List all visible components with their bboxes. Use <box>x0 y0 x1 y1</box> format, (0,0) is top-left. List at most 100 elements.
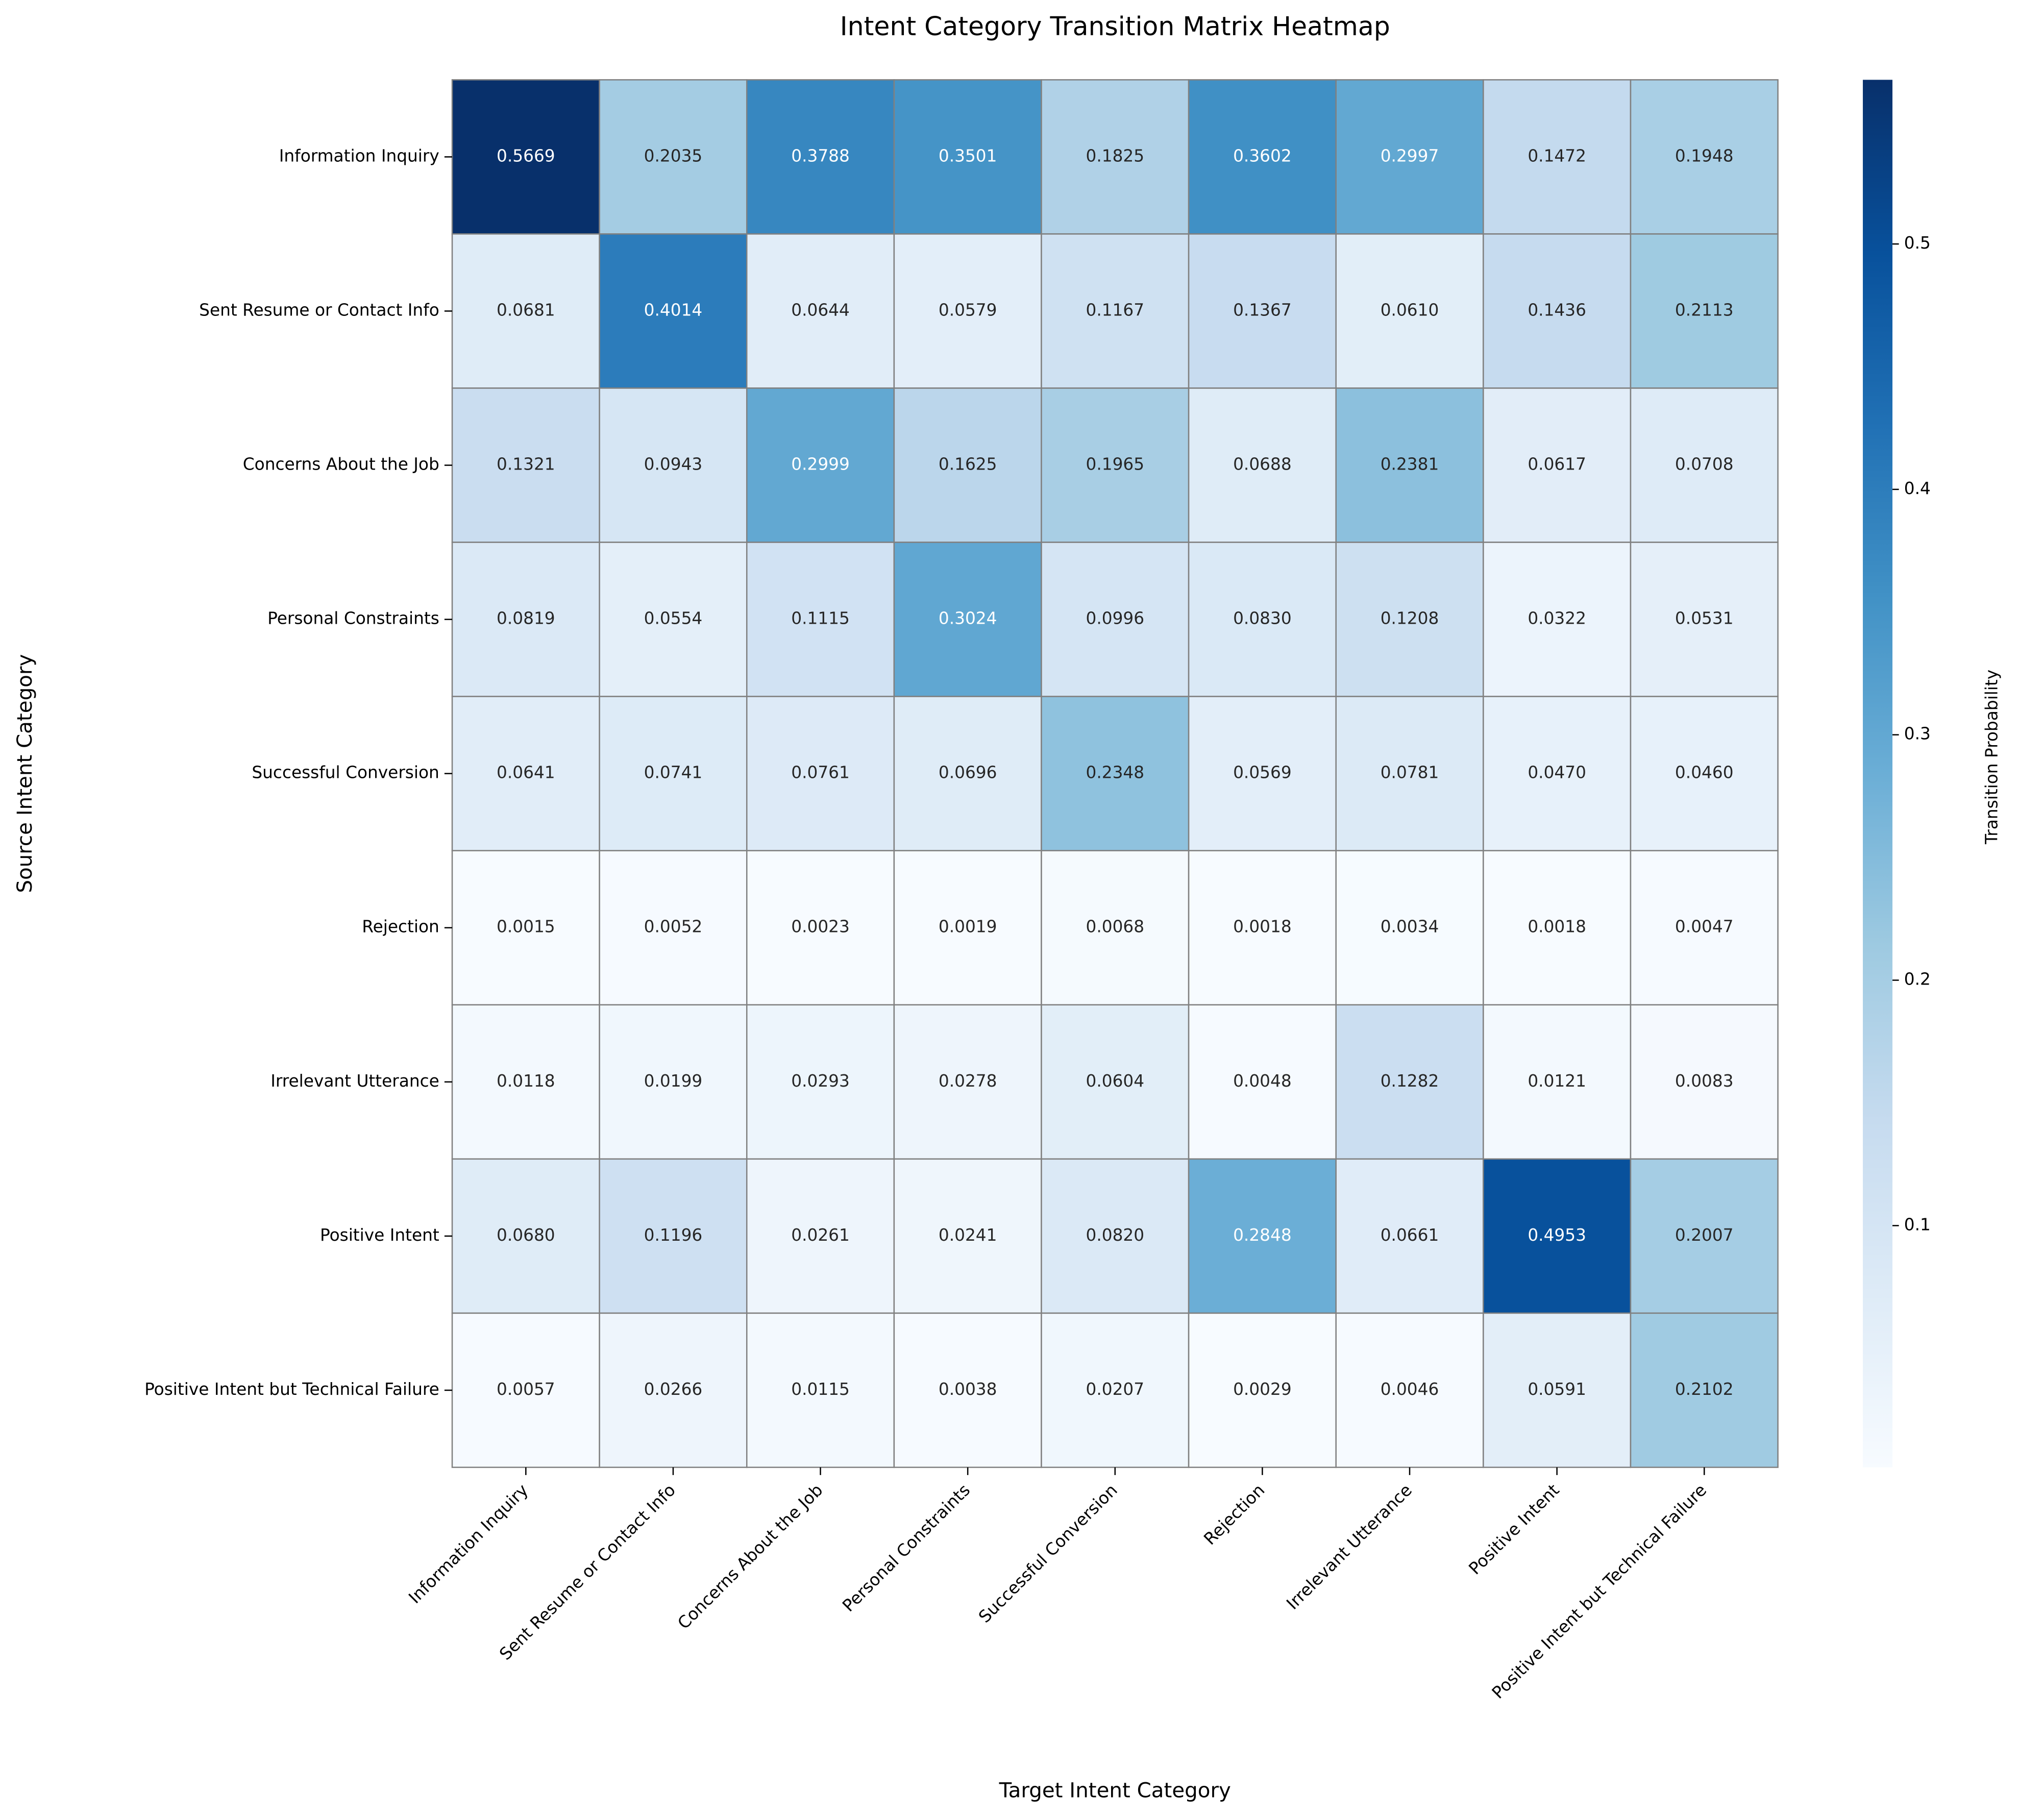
cell-value-label: 0.0661 <box>1381 1225 1439 1245</box>
y-tick-label: Sent Resume or Contact Info <box>199 300 439 319</box>
heatmap-cell <box>1041 1004 1190 1160</box>
heatmap-cell <box>599 1004 748 1160</box>
y-tick-label: Positive Intent <box>320 1225 439 1245</box>
heatmap-cell <box>746 233 895 389</box>
cell-value-label: 0.0554 <box>644 609 703 628</box>
heatmap-cell <box>1483 1158 1632 1314</box>
x-tick-label: Concerns About the Job <box>674 1480 826 1633</box>
heatmap-cell <box>1335 1312 1484 1468</box>
heatmap-cell <box>746 1158 895 1314</box>
cell-value-label: 0.0034 <box>1381 917 1439 937</box>
heatmap-cell <box>451 1312 600 1468</box>
x-tick-label: Personal Constraints <box>839 1480 974 1615</box>
colorbar-tick-label: 0.4 <box>1904 479 1931 498</box>
cell-value-label: 0.0617 <box>1528 455 1586 474</box>
heatmap-cell <box>451 696 600 851</box>
cell-value-label: 0.3788 <box>791 146 850 165</box>
cell-value-label: 0.0266 <box>644 1380 703 1399</box>
y-tick-label: Personal Constraints <box>267 609 439 628</box>
cell-value-label: 0.0023 <box>791 917 850 937</box>
cell-value-label: 0.1625 <box>939 455 997 474</box>
colorbar-label: Transition Probability <box>1982 670 2002 845</box>
heatmap-cell <box>1335 387 1484 543</box>
cell-value-label: 0.0322 <box>1528 609 1586 628</box>
cell-value-label: 0.1472 <box>1528 146 1586 165</box>
cell-value-label: 0.0121 <box>1528 1071 1586 1091</box>
cell-value-label: 0.0591 <box>1528 1380 1586 1399</box>
heatmap-cell <box>451 850 600 1006</box>
heatmap-cell <box>1630 233 1779 389</box>
heatmap-cell <box>1630 850 1779 1006</box>
heatmap-cell <box>1188 233 1337 389</box>
heatmap-cell <box>1335 696 1484 851</box>
cell-value-label: 0.1965 <box>1086 455 1144 474</box>
cell-value-label: 0.0996 <box>1086 609 1144 628</box>
cell-value-label: 0.0644 <box>791 300 850 319</box>
cell-value-label: 0.0278 <box>939 1071 997 1091</box>
y-tick-label: Positive Intent but Technical Failure <box>144 1380 439 1399</box>
heatmap-cell <box>1041 387 1190 543</box>
cell-value-label: 0.0680 <box>497 1225 555 1245</box>
heatmap-cell <box>893 850 1042 1006</box>
x-tick-label: Rejection <box>1200 1480 1268 1548</box>
chart-title: Intent Category Transition Matrix Heatma… <box>840 11 1390 41</box>
heatmap-cell <box>451 79 600 235</box>
colorbar-tick-label: 0.5 <box>1904 233 1931 253</box>
heatmap-cell <box>1630 542 1779 697</box>
x-tick-label: Positive Intent <box>1465 1480 1563 1578</box>
cell-value-label: 0.0741 <box>644 763 703 782</box>
cell-value-label: 0.0470 <box>1528 763 1586 782</box>
cell-value-label: 0.1825 <box>1086 146 1144 165</box>
colorbar-tick-label: 0.1 <box>1904 1215 1931 1234</box>
cell-value-label: 0.0819 <box>497 609 555 628</box>
heatmap-cell <box>746 696 895 851</box>
heatmap-cell <box>1188 850 1337 1006</box>
cell-value-label: 0.1167 <box>1086 300 1144 319</box>
y-tick-label: Concerns About the Job <box>243 455 439 474</box>
cell-value-label: 0.0604 <box>1086 1071 1144 1091</box>
heatmap-cell <box>1630 696 1779 851</box>
heatmap-cell <box>451 1158 600 1314</box>
cell-value-label: 0.0052 <box>644 917 703 937</box>
heatmap-cell <box>1335 1004 1484 1160</box>
cell-value-label: 0.2381 <box>1381 455 1439 474</box>
heatmap-cell <box>1630 1158 1779 1314</box>
cell-value-label: 0.0241 <box>939 1225 997 1245</box>
heatmap-cell <box>893 542 1042 697</box>
heatmap-cell <box>1041 233 1190 389</box>
heatmap-cell <box>1188 1158 1337 1314</box>
heatmap-cell <box>1483 79 1632 235</box>
y-tick-label: Rejection <box>362 917 439 937</box>
cell-value-label: 0.2348 <box>1086 763 1144 782</box>
cell-value-label: 0.0018 <box>1528 917 1586 937</box>
cell-value-label: 0.0207 <box>1086 1380 1144 1399</box>
colorbar-tick-label: 0.3 <box>1904 724 1931 744</box>
cell-value-label: 0.0830 <box>1233 609 1292 628</box>
heatmap-cell <box>451 1004 600 1160</box>
heatmap-cell <box>1630 1312 1779 1468</box>
cell-value-label: 0.3024 <box>939 609 997 628</box>
cell-value-label: 0.1282 <box>1381 1071 1439 1091</box>
heatmap-cell <box>893 79 1042 235</box>
heatmap-cell <box>1335 233 1484 389</box>
heatmap-cell <box>599 542 748 697</box>
cell-value-label: 0.0118 <box>497 1071 555 1091</box>
heatmap-cell <box>451 233 600 389</box>
cell-value-label: 0.0015 <box>497 917 555 937</box>
cell-value-label: 0.0681 <box>497 300 555 319</box>
cell-value-label: 0.0046 <box>1381 1380 1439 1399</box>
cell-value-label: 0.0531 <box>1675 609 1734 628</box>
y-tick-label: Irrelevant Utterance <box>270 1071 439 1091</box>
heatmap-cell <box>1630 387 1779 543</box>
cell-value-label: 0.0708 <box>1675 455 1734 474</box>
heatmap-cell <box>1483 233 1632 389</box>
heatmap-cell <box>1483 1004 1632 1160</box>
cell-value-label: 0.1436 <box>1528 300 1586 319</box>
cell-value-label: 0.2848 <box>1233 1225 1292 1245</box>
cell-value-label: 0.0610 <box>1381 300 1439 319</box>
heatmap-cell <box>893 1312 1042 1468</box>
y-axis-label: Source Intent Category <box>13 654 37 893</box>
heatmap-cell <box>746 387 895 543</box>
